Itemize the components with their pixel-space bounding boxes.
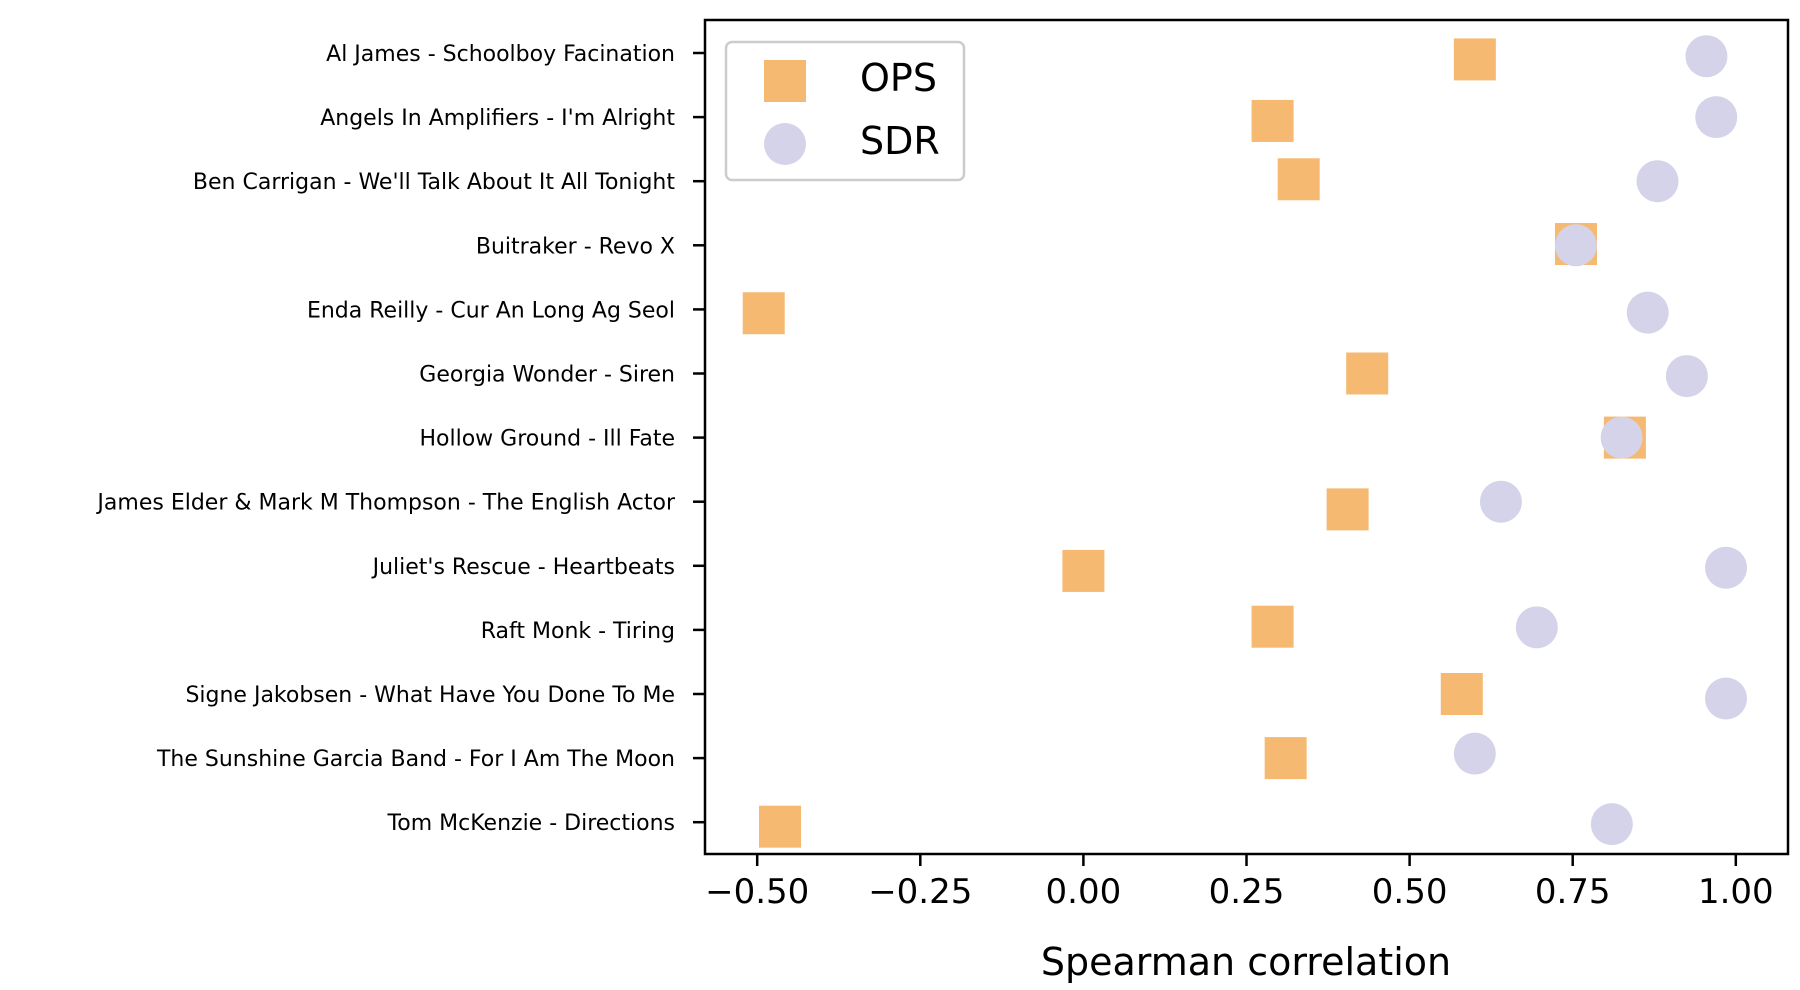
legend-sdr-marker xyxy=(764,123,806,165)
y-tick-label: Al James - Schoolboy Facination xyxy=(326,42,675,67)
y-tick-label: Ben Carrigan - We'll Talk About It All T… xyxy=(193,170,675,195)
data-marks xyxy=(742,35,1748,848)
y-tick-label: Juliet's Rescue - Heartbeats xyxy=(371,555,675,580)
ops-point xyxy=(1277,158,1320,201)
x-tick-label: 0.00 xyxy=(1046,872,1122,912)
y-tick-label: Buitraker - Revo X xyxy=(476,234,675,259)
legend-ops-label: OPS xyxy=(860,56,937,100)
y-tick-label: The Sunshine Garcia Band - For I Am The … xyxy=(156,747,675,772)
legend: OPS SDR xyxy=(724,40,966,182)
ops-point xyxy=(742,292,785,335)
sdr-point xyxy=(1600,416,1643,459)
y-tick-label: Hollow Ground - Ill Fate xyxy=(419,427,675,452)
ops-point xyxy=(759,805,802,848)
sdr-point xyxy=(1695,96,1738,139)
ops-point xyxy=(1251,605,1294,648)
sdr-point xyxy=(1554,224,1597,267)
y-tick-label: Signe Jakobsen - What Have You Done To M… xyxy=(185,683,675,708)
x-tick-label: 0.50 xyxy=(1372,872,1448,912)
x-tick-label: 0.25 xyxy=(1209,872,1285,912)
sdr-point xyxy=(1705,677,1748,720)
legend-ops-marker xyxy=(764,60,806,102)
sdr-point xyxy=(1636,160,1679,203)
ops-point xyxy=(1264,737,1307,780)
x-axis: −0.50 −0.25 0.00 0.25 0.50 0.75 1.00 xyxy=(705,854,1774,912)
y-tick-label: Tom McKenzie - Directions xyxy=(387,811,675,836)
ops-point xyxy=(1346,352,1389,395)
y-tick-label: James Elder & Mark M Thompson - The Engl… xyxy=(95,491,676,516)
ops-point xyxy=(1251,99,1294,142)
y-tick-label: Angels In Amplifiers - I'm Alright xyxy=(320,106,675,131)
ops-point xyxy=(1440,673,1483,715)
y-tick-label: Enda Reilly - Cur An Long Ag Seol xyxy=(307,298,675,323)
sdr-point xyxy=(1515,606,1558,649)
x-tick-label: 1.00 xyxy=(1698,872,1774,912)
sdr-point xyxy=(1626,291,1669,334)
legend-sdr-label: SDR xyxy=(860,119,940,163)
sdr-point xyxy=(1453,732,1496,775)
ops-point xyxy=(1062,549,1105,592)
sdr-point xyxy=(1705,546,1748,589)
sdr-point xyxy=(1479,480,1522,523)
ops-point xyxy=(1453,38,1496,81)
sdr-point xyxy=(1590,803,1633,846)
x-axis-title: Spearman correlation xyxy=(1041,940,1451,984)
sdr-point xyxy=(1665,355,1708,398)
y-axis: Al James - Schoolboy Facination Angels In… xyxy=(95,42,705,836)
y-tick-label: Georgia Wonder - Siren xyxy=(419,363,675,388)
sdr-point xyxy=(1685,35,1728,78)
y-tick-label: Raft Monk - Tiring xyxy=(481,619,675,644)
x-tick-label: 0.75 xyxy=(1535,872,1611,912)
x-tick-label: −0.50 xyxy=(705,872,809,912)
x-tick-label: −0.25 xyxy=(868,872,972,912)
ops-point xyxy=(1326,488,1369,531)
